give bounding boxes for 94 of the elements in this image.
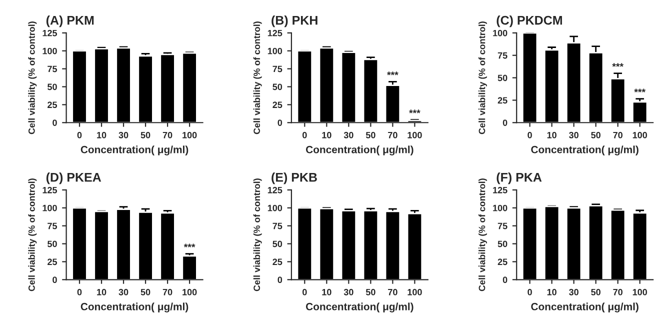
x-axis-title: Concentration( μg/ml) — [531, 146, 638, 156]
annotation: *** — [409, 110, 420, 114]
x-tick-label: 0 — [302, 132, 307, 138]
x-tick-label: 70 — [613, 288, 622, 296]
chart-title: (E) PKB — [272, 172, 317, 184]
x-axis-title: Concentration( μg/ml) — [531, 302, 638, 312]
x-axis-title: Concentration( μg/ml) — [80, 146, 188, 156]
x-tick-label: 0 — [302, 288, 307, 296]
x-tick-label: 50 — [591, 288, 600, 296]
y-tick-label: 0 — [52, 120, 57, 126]
x-tick-label: 70 — [388, 132, 398, 138]
x-tick-label: 50 — [366, 288, 376, 296]
x-tick-label: 70 — [388, 288, 398, 296]
x-tick-label: 70 — [162, 288, 172, 296]
y-tick-label: 50 — [272, 240, 282, 248]
x-tick-label: 70 — [613, 132, 622, 138]
chart-title: (C) PKDCM — [496, 16, 562, 28]
y-tick-label: 0 — [502, 276, 508, 284]
x-tick-label: 50 — [366, 132, 376, 138]
x-tick-label: 30 — [344, 132, 354, 138]
x-tick-label: 30 — [344, 288, 354, 296]
x-tick-label: 70 — [162, 132, 172, 138]
y-axis-title: Cell viability (% of control) — [28, 22, 37, 134]
x-tick-label: 100 — [182, 132, 197, 138]
y-axis-title: Cell viability (% of control) — [253, 178, 262, 292]
y-tick-label: 0 — [502, 120, 508, 126]
x-tick-label: 10 — [322, 132, 332, 138]
y-tick-label: 25 — [48, 102, 58, 108]
y-tick-label: 100 — [42, 204, 57, 212]
y-tick-label: 100 — [268, 48, 282, 54]
y-tick-label: 75 — [272, 222, 282, 230]
chart-title: (F) PKA — [496, 172, 542, 184]
x-tick-label: 10 — [547, 132, 556, 138]
y-tick-label: 25 — [498, 97, 508, 104]
y-axis-title: Cell viability (% of control) — [478, 178, 487, 292]
annotation: *** — [634, 88, 646, 92]
x-axis-title: Concentration( μg/ml) — [306, 302, 414, 312]
y-tick-label: 50 — [272, 84, 282, 90]
x-tick-label: 10 — [322, 288, 332, 296]
x-tick-label: 100 — [408, 288, 422, 296]
x-tick-label: 0 — [528, 132, 532, 138]
y-tick-label: 25 — [272, 102, 282, 108]
chart-title: (D) PKEA — [46, 172, 102, 184]
y-axis-title: Cell viability (% of control) — [28, 178, 37, 292]
x-axis-title: Concentration( μg/ml) — [306, 146, 414, 156]
y-tick-label: 100 — [42, 48, 57, 54]
y-tick-label: 50 — [48, 240, 57, 248]
x-tick-label: 30 — [118, 132, 128, 138]
y-tick-label: 125 — [268, 186, 282, 194]
y-tick-label: 125 — [42, 30, 58, 36]
chart-title: (A) PKM — [46, 16, 94, 28]
x-tick-label: 0 — [77, 288, 82, 296]
x-tick-label: 100 — [632, 132, 648, 138]
x-axis-title: Concentration( μg/ml) — [80, 302, 188, 312]
x-tick-label: 0 — [528, 288, 532, 296]
y-tick-label: 100 — [268, 204, 282, 212]
y-tick-label: 25 — [272, 258, 282, 266]
annotation: *** — [387, 72, 398, 76]
y-tick-label: 75 — [48, 222, 58, 230]
x-tick-label: 100 — [408, 132, 422, 138]
y-tick-label: 75 — [498, 222, 508, 230]
y-tick-label: 25 — [48, 258, 58, 266]
y-tick-label: 125 — [493, 186, 508, 194]
x-tick-label: 50 — [140, 132, 150, 138]
x-tick-label: 30 — [569, 288, 578, 296]
y-tick-label: 0 — [278, 120, 282, 126]
x-tick-label: 10 — [97, 132, 106, 138]
y-axis-title: Cell viability (% of control) — [253, 22, 262, 134]
y-axis-title: Cell viability (% of control) — [478, 22, 487, 134]
x-tick-label: 0 — [77, 132, 82, 138]
y-tick-label: 75 — [48, 66, 58, 72]
y-tick-label: 75 — [272, 66, 282, 72]
y-tick-label: 125 — [268, 30, 282, 36]
x-tick-label: 10 — [97, 288, 106, 296]
x-tick-label: 30 — [569, 132, 578, 138]
y-tick-label: 100 — [493, 204, 508, 212]
y-tick-label: 0 — [52, 276, 57, 284]
x-tick-label: 100 — [632, 288, 648, 296]
x-tick-label: 100 — [182, 288, 197, 296]
y-tick-label: 100 — [493, 30, 508, 36]
annotation: *** — [612, 63, 624, 67]
x-tick-label: 10 — [547, 288, 556, 296]
x-tick-label: 50 — [140, 288, 150, 296]
y-tick-label: 75 — [498, 52, 508, 59]
annotation: *** — [184, 244, 196, 248]
y-tick-label: 125 — [42, 186, 58, 194]
chart-title: (B) PKH — [272, 16, 318, 28]
y-tick-label: 50 — [498, 74, 508, 82]
y-tick-label: 0 — [278, 276, 282, 284]
x-tick-label: 50 — [591, 132, 600, 138]
y-tick-label: 50 — [48, 84, 57, 90]
y-tick-label: 50 — [498, 240, 508, 248]
y-tick-label: 25 — [498, 258, 508, 266]
x-tick-label: 30 — [118, 288, 128, 296]
